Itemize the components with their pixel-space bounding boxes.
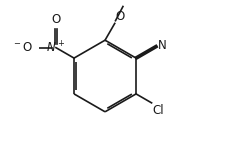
Text: N: N	[158, 39, 166, 52]
Text: Cl: Cl	[152, 104, 163, 117]
Text: O: O	[115, 10, 124, 23]
Text: $^-$O: $^-$O	[12, 41, 33, 54]
Text: O: O	[51, 13, 60, 26]
Text: $N^+$: $N^+$	[46, 40, 65, 55]
